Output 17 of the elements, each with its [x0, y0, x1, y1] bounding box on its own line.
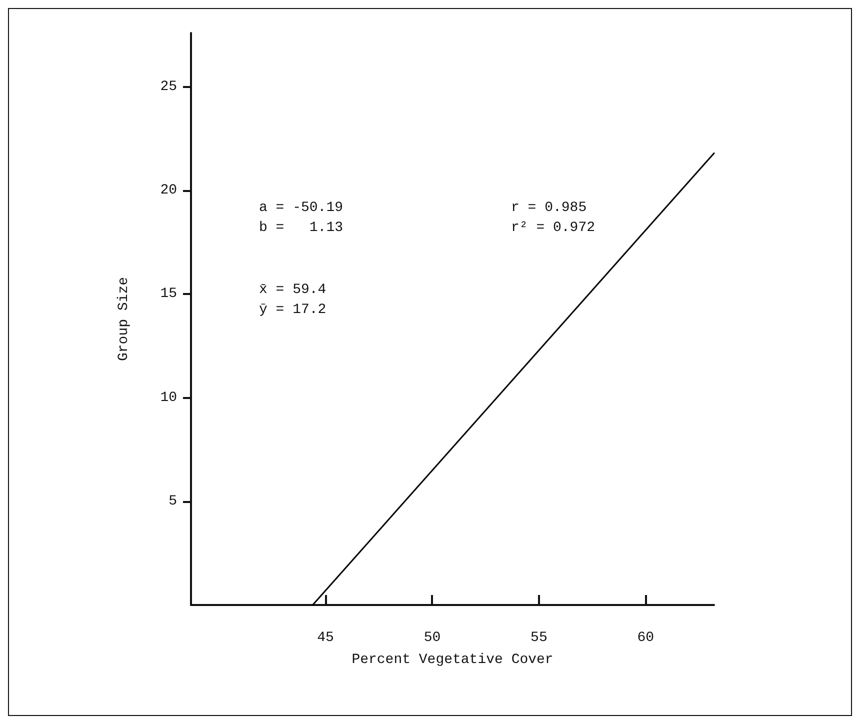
y-tick-label: 10	[160, 390, 177, 406]
annotation: r = 0.985	[511, 200, 587, 216]
x-tick-label: 55	[530, 630, 548, 646]
annotation: b = 1.13	[259, 220, 344, 236]
x-tick-label: 60	[637, 630, 654, 646]
x-axis-title: Percent Vegetative Cover	[352, 652, 554, 668]
annotation: r² = 0.972	[511, 220, 596, 236]
x-tick-label: 45	[317, 630, 334, 646]
y-tick-label: 20	[160, 182, 177, 199]
y-tick-label: 15	[160, 286, 177, 302]
annotation: ȳ = 17.2	[259, 302, 326, 318]
y-tick-label: 5	[168, 493, 177, 510]
annotation: x̄ = 59.4	[259, 282, 326, 298]
annotation: a = -50.19	[259, 200, 344, 216]
x-tick-label: 50	[424, 630, 441, 646]
y-tick-label: 25	[160, 78, 177, 95]
y-axis-title: Group Size	[116, 276, 132, 362]
